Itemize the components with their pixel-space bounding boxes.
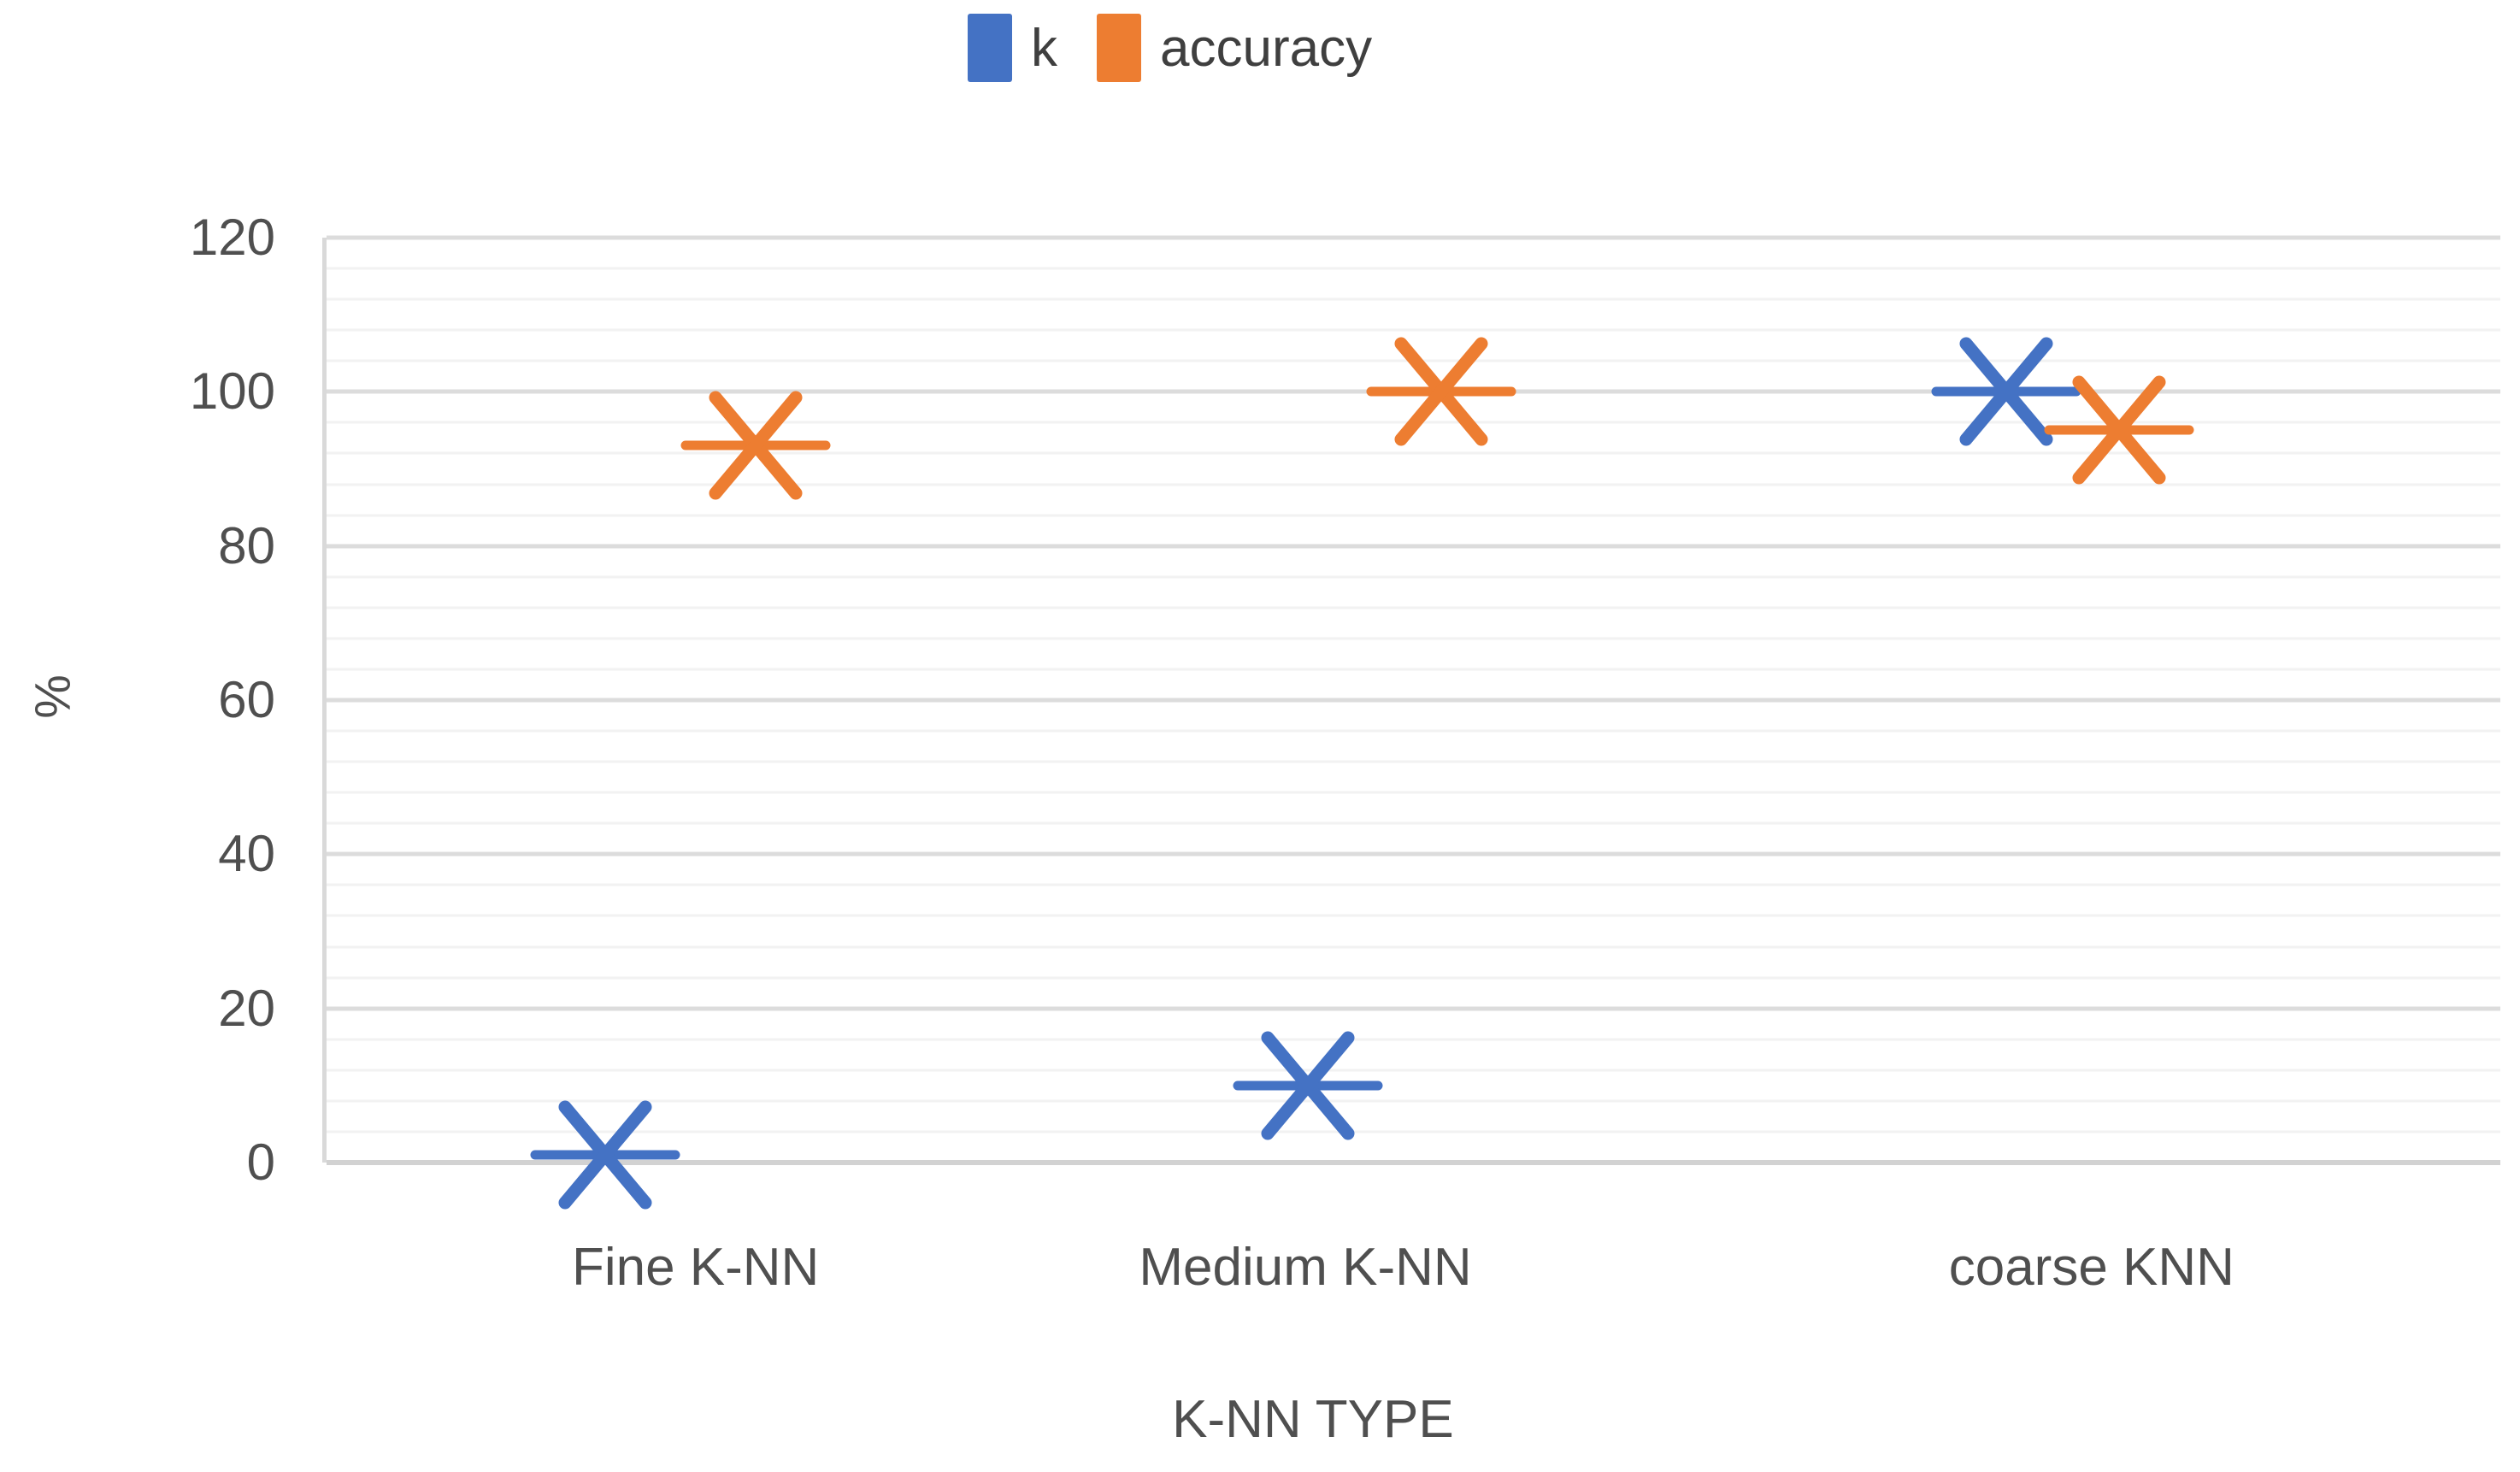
gridline-112 <box>326 297 2500 301</box>
gridline-68 <box>326 637 2500 640</box>
legend-item-k: k <box>968 14 1057 82</box>
gridline-12 <box>326 1069 2500 1072</box>
gridline-96 <box>326 421 2500 424</box>
y-tick-label-60: 60 <box>218 670 275 728</box>
x-category-label-medium-k-nn: Medium K-NN <box>1139 1237 1472 1297</box>
gridline-16 <box>326 1038 2500 1041</box>
gridline-80 <box>326 544 2500 549</box>
y-tick-label-100: 100 <box>189 362 275 421</box>
legend-label-accuracy: accuracy <box>1160 18 1373 78</box>
gridline-24 <box>326 976 2500 980</box>
gridline-120 <box>326 235 2500 240</box>
legend-swatch-accuracy <box>1097 14 1141 82</box>
y-tick-label-40: 40 <box>218 825 275 883</box>
gridline-92 <box>326 451 2500 455</box>
y-axis-tick-labels: 0 20 40 60 80 100 120 <box>0 211 275 1187</box>
gridline-28 <box>326 945 2500 949</box>
y-tick-label-20: 20 <box>218 979 275 1037</box>
gridline-88 <box>326 483 2500 486</box>
gridline-8 <box>326 1099 2500 1103</box>
x-category-label-fine-k-nn: Fine K-NN <box>571 1237 820 1297</box>
y-tick-label-0: 0 <box>246 1133 275 1191</box>
y-tick-label-120: 120 <box>189 208 275 266</box>
legend-swatch-k <box>968 14 1012 82</box>
gridline-100 <box>326 389 2500 394</box>
y-tick-label-80: 80 <box>218 516 275 574</box>
gridline-104 <box>326 359 2500 362</box>
gridline-36 <box>326 883 2500 886</box>
gridline-116 <box>326 267 2500 270</box>
gridline-108 <box>326 328 2500 332</box>
x-category-label-coarse-knn: coarse KNN <box>1948 1237 2234 1297</box>
plot-area <box>321 235 2500 1165</box>
x-axis-category-labels: Fine K-NN Medium K-NN coarse KNN <box>0 1237 2520 1305</box>
gridline-44 <box>326 821 2500 825</box>
gridline-76 <box>326 575 2500 579</box>
gridline-0 <box>326 1159 2500 1165</box>
gridline-32 <box>326 914 2500 917</box>
legend-item-accuracy: accuracy <box>1097 14 1372 82</box>
gridline-64 <box>326 668 2500 671</box>
gridline-20 <box>326 1006 2500 1011</box>
gridline-84 <box>326 514 2500 517</box>
gridline-48 <box>326 791 2500 794</box>
gridline-40 <box>326 851 2500 857</box>
chart-legend: k accuracy <box>968 14 1372 82</box>
gridline-72 <box>326 606 2500 609</box>
legend-label-k: k <box>1031 18 1057 78</box>
gridline-4 <box>326 1130 2500 1133</box>
gridline-52 <box>326 760 2500 763</box>
x-axis-title: K-NN TYPE <box>1172 1389 1454 1449</box>
gridline-56 <box>326 729 2500 733</box>
gridline-60 <box>326 698 2500 703</box>
